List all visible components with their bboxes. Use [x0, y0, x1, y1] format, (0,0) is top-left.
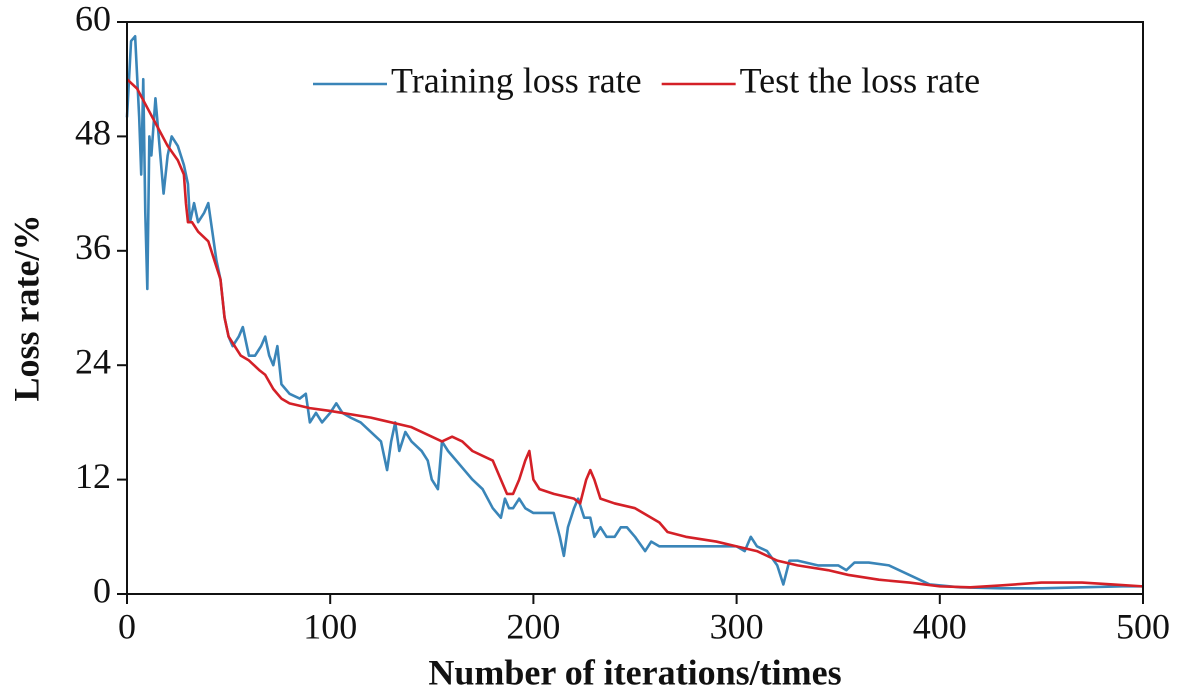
- x-tick-label: 200: [506, 606, 560, 646]
- plot-frame: [126, 21, 1144, 595]
- x-tick-label: 100: [303, 606, 357, 646]
- legend-label: Test the loss rate: [740, 60, 980, 100]
- line-series: [125, 35, 1143, 590]
- y-axis-title: Loss rate/%: [6, 215, 46, 402]
- y-tick-label: 36: [75, 227, 111, 267]
- x-tick-label: 400: [913, 606, 967, 646]
- line-series: [126, 78, 1144, 589]
- legend-label: Training loss rate: [391, 60, 642, 100]
- y-tick-label: 0: [93, 570, 111, 610]
- y-tick-label: 48: [75, 113, 111, 153]
- x-tick-label: 0: [118, 606, 136, 646]
- y-tick-label: 60: [75, 0, 111, 38]
- x-axis-title: Number of iterations/times: [428, 652, 841, 692]
- x-tick-label: 300: [710, 606, 764, 646]
- y-tick-label: 12: [75, 456, 111, 496]
- x-tick-label: 500: [1116, 606, 1170, 646]
- y-tick-label: 24: [75, 341, 111, 381]
